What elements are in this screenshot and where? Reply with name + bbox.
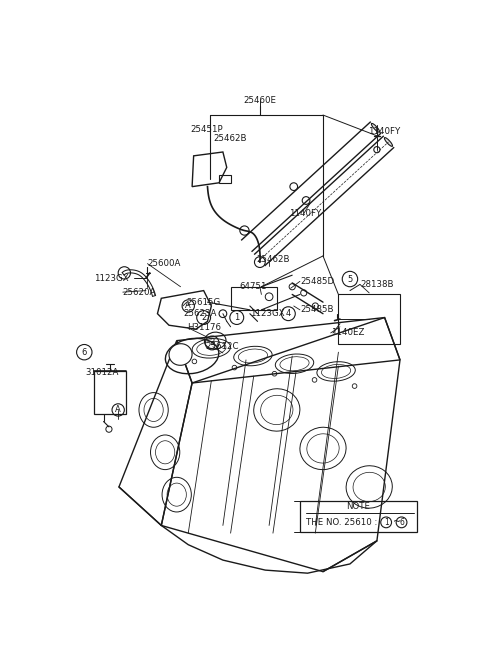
- Text: 25612C: 25612C: [205, 342, 239, 351]
- Text: ~: ~: [393, 517, 401, 528]
- Text: 1: 1: [234, 313, 240, 322]
- Text: 25460E: 25460E: [243, 96, 276, 105]
- Text: 1140EZ: 1140EZ: [331, 328, 364, 338]
- Bar: [230, 286, 277, 310]
- Text: 1140FY: 1140FY: [368, 127, 400, 136]
- Bar: [219, 175, 230, 183]
- Text: 1123GX: 1123GX: [94, 274, 128, 283]
- Text: 25600A: 25600A: [147, 259, 181, 268]
- Text: A: A: [115, 405, 121, 415]
- Text: 1123GX: 1123GX: [250, 309, 285, 318]
- Text: 28138B: 28138B: [360, 280, 394, 289]
- Text: 25620A: 25620A: [123, 288, 156, 296]
- Text: 5: 5: [348, 275, 353, 284]
- Text: 25462B: 25462B: [256, 256, 289, 264]
- Text: 25485B: 25485B: [300, 306, 334, 314]
- Text: 2: 2: [201, 313, 206, 322]
- Ellipse shape: [169, 344, 192, 365]
- Text: 3: 3: [209, 338, 215, 348]
- Text: A: A: [185, 302, 191, 311]
- Text: 6: 6: [82, 348, 87, 357]
- Text: NOTE: NOTE: [347, 503, 371, 511]
- Ellipse shape: [372, 124, 380, 132]
- Text: 25615G: 25615G: [187, 298, 221, 307]
- Ellipse shape: [384, 137, 393, 147]
- Bar: [94, 371, 126, 414]
- Text: 1: 1: [384, 518, 388, 527]
- Bar: [300, 501, 417, 532]
- Text: 31012A: 31012A: [86, 368, 119, 376]
- Text: 25451P: 25451P: [191, 125, 223, 134]
- Text: H31176: H31176: [188, 323, 221, 332]
- Text: THE NO. 25610 :: THE NO. 25610 :: [306, 518, 380, 527]
- Text: 25462B: 25462B: [213, 135, 246, 143]
- Text: 1140FY: 1140FY: [289, 209, 322, 218]
- Bar: [338, 294, 400, 344]
- Text: 64751: 64751: [239, 283, 266, 291]
- Text: 4: 4: [286, 309, 291, 318]
- Text: 25623A: 25623A: [183, 309, 216, 318]
- Text: 6: 6: [399, 518, 404, 527]
- Text: 25485D: 25485D: [300, 277, 334, 286]
